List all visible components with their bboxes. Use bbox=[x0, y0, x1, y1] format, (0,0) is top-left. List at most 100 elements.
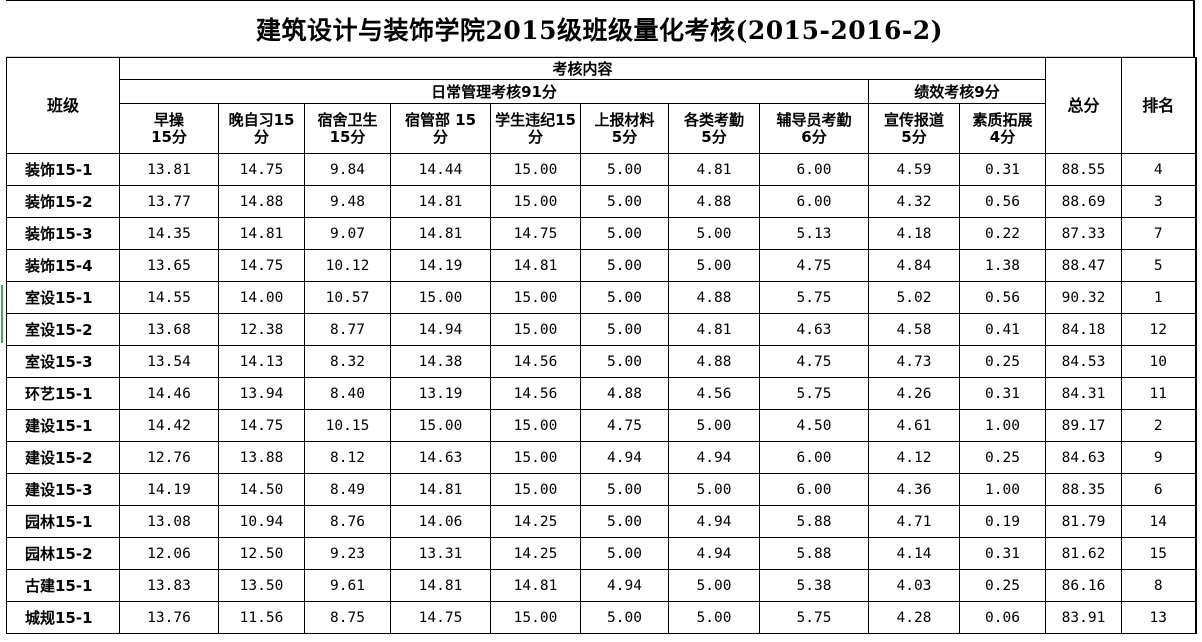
score-cell[interactable]: 4.81 bbox=[668, 153, 760, 186]
score-cell[interactable]: 0.31 bbox=[959, 537, 1046, 570]
score-cell[interactable]: 4.88 bbox=[668, 185, 760, 218]
header-col-5[interactable]: 学生违纪15 分 bbox=[490, 103, 581, 154]
score-cell[interactable]: 9.61 bbox=[304, 569, 391, 602]
score-cell[interactable]: 13.77 bbox=[119, 185, 219, 218]
class-name-cell[interactable]: 园林15-1 bbox=[6, 505, 120, 538]
score-cell[interactable]: 6.00 bbox=[759, 185, 869, 218]
score-cell[interactable]: 8.77 bbox=[304, 313, 391, 346]
class-name-cell[interactable]: 装饰15-2 bbox=[6, 185, 120, 218]
score-cell[interactable]: 13.68 bbox=[119, 313, 219, 346]
header-col-3[interactable]: 宿舍卫生 15分 bbox=[304, 103, 391, 154]
class-name-cell[interactable]: 室设15-2 bbox=[6, 313, 120, 346]
header-col-9[interactable]: 宣传报道 5分 bbox=[868, 103, 960, 154]
score-cell[interactable]: 5.38 bbox=[759, 569, 869, 602]
rank-cell[interactable]: 14 bbox=[1121, 505, 1197, 538]
score-cell[interactable]: 5.00 bbox=[580, 505, 669, 538]
rank-cell[interactable]: 11 bbox=[1121, 377, 1197, 410]
total-cell[interactable]: 84.53 bbox=[1045, 345, 1122, 378]
score-cell[interactable]: 5.88 bbox=[759, 537, 869, 570]
score-cell[interactable]: 4.59 bbox=[868, 153, 960, 186]
score-cell[interactable]: 15.00 bbox=[490, 409, 581, 442]
score-cell[interactable]: 14.81 bbox=[390, 185, 491, 218]
score-cell[interactable]: 13.83 bbox=[119, 569, 219, 602]
score-cell[interactable]: 4.03 bbox=[868, 569, 960, 602]
score-cell[interactable]: 14.56 bbox=[490, 377, 581, 410]
rank-cell[interactable]: 7 bbox=[1121, 217, 1197, 250]
score-cell[interactable]: 14.75 bbox=[218, 409, 305, 442]
score-cell[interactable]: 0.41 bbox=[959, 313, 1046, 346]
total-cell[interactable]: 88.69 bbox=[1045, 185, 1122, 218]
score-cell[interactable]: 5.00 bbox=[580, 281, 669, 314]
score-cell[interactable]: 5.00 bbox=[580, 473, 669, 506]
score-cell[interactable]: 1.38 bbox=[959, 249, 1046, 282]
total-cell[interactable]: 84.31 bbox=[1045, 377, 1122, 410]
total-cell[interactable]: 88.55 bbox=[1045, 153, 1122, 186]
score-cell[interactable]: 13.94 bbox=[218, 377, 305, 410]
score-cell[interactable]: 4.12 bbox=[868, 441, 960, 474]
score-cell[interactable]: 4.94 bbox=[580, 569, 669, 602]
score-cell[interactable]: 9.23 bbox=[304, 537, 391, 570]
score-cell[interactable]: 0.19 bbox=[959, 505, 1046, 538]
score-cell[interactable]: 13.81 bbox=[119, 153, 219, 186]
rank-cell[interactable]: 2 bbox=[1121, 409, 1197, 442]
score-cell[interactable]: 0.31 bbox=[959, 377, 1046, 410]
score-cell[interactable]: 14.88 bbox=[218, 185, 305, 218]
class-name-cell[interactable]: 园林15-2 bbox=[6, 537, 120, 570]
score-cell[interactable]: 14.81 bbox=[218, 217, 305, 250]
score-cell[interactable]: 4.58 bbox=[868, 313, 960, 346]
class-name-cell[interactable]: 建设15-1 bbox=[6, 409, 120, 442]
score-cell[interactable]: 5.00 bbox=[668, 473, 760, 506]
score-cell[interactable]: 15.00 bbox=[390, 281, 491, 314]
score-cell[interactable]: 12.06 bbox=[119, 537, 219, 570]
rank-cell[interactable]: 10 bbox=[1121, 345, 1197, 378]
sheet-title-cell[interactable]: 建筑设计与装饰学院2015级班级量化考核(2015-2016-2) bbox=[6, 0, 1195, 57]
score-cell[interactable]: 5.00 bbox=[580, 537, 669, 570]
rank-cell[interactable]: 8 bbox=[1121, 569, 1197, 602]
score-cell[interactable]: 5.00 bbox=[668, 409, 760, 442]
total-cell[interactable]: 83.91 bbox=[1045, 601, 1122, 634]
score-cell[interactable]: 14.06 bbox=[390, 505, 491, 538]
score-cell[interactable]: 15.00 bbox=[490, 601, 581, 634]
total-cell[interactable]: 90.32 bbox=[1045, 281, 1122, 314]
total-cell[interactable]: 87.33 bbox=[1045, 217, 1122, 250]
header-col-2[interactable]: 晚自习15 分 bbox=[218, 103, 305, 154]
score-cell[interactable]: 4.75 bbox=[759, 249, 869, 282]
score-cell[interactable]: 15.00 bbox=[490, 153, 581, 186]
header-class[interactable]: 班级 bbox=[6, 57, 120, 154]
score-cell[interactable]: 5.88 bbox=[759, 505, 869, 538]
score-cell[interactable]: 14.81 bbox=[490, 569, 581, 602]
score-cell[interactable]: 15.00 bbox=[490, 441, 581, 474]
score-cell[interactable]: 13.50 bbox=[218, 569, 305, 602]
score-cell[interactable]: 10.94 bbox=[218, 505, 305, 538]
header-col-10[interactable]: 素质拓展 4分 bbox=[959, 103, 1046, 154]
score-cell[interactable]: 5.00 bbox=[580, 313, 669, 346]
score-cell[interactable]: 14.81 bbox=[390, 473, 491, 506]
rank-cell[interactable]: 9 bbox=[1121, 441, 1197, 474]
rank-cell[interactable]: 1 bbox=[1121, 281, 1197, 314]
score-cell[interactable]: 5.00 bbox=[668, 249, 760, 282]
header-performance-group[interactable]: 绩效考核9分 bbox=[868, 79, 1046, 104]
score-cell[interactable]: 4.84 bbox=[868, 249, 960, 282]
score-cell[interactable]: 0.25 bbox=[959, 345, 1046, 378]
score-cell[interactable]: 9.07 bbox=[304, 217, 391, 250]
header-rank[interactable]: 排名 bbox=[1121, 57, 1197, 154]
score-cell[interactable]: 5.13 bbox=[759, 217, 869, 250]
score-cell[interactable]: 12.38 bbox=[218, 313, 305, 346]
score-cell[interactable]: 4.88 bbox=[668, 281, 760, 314]
score-cell[interactable]: 13.88 bbox=[218, 441, 305, 474]
score-cell[interactable]: 8.32 bbox=[304, 345, 391, 378]
score-cell[interactable]: 4.18 bbox=[868, 217, 960, 250]
score-cell[interactable]: 5.00 bbox=[668, 569, 760, 602]
rank-cell[interactable]: 12 bbox=[1121, 313, 1197, 346]
total-cell[interactable]: 88.47 bbox=[1045, 249, 1122, 282]
header-col-8[interactable]: 辅导员考勤 6分 bbox=[759, 103, 869, 154]
score-cell[interactable]: 14.81 bbox=[390, 569, 491, 602]
score-cell[interactable]: 5.00 bbox=[668, 217, 760, 250]
score-cell[interactable]: 4.75 bbox=[580, 409, 669, 442]
class-name-cell[interactable]: 室设15-3 bbox=[6, 345, 120, 378]
rank-cell[interactable]: 5 bbox=[1121, 249, 1197, 282]
score-cell[interactable]: 0.25 bbox=[959, 441, 1046, 474]
score-cell[interactable]: 5.00 bbox=[580, 185, 669, 218]
header-col-1[interactable]: 早操 15分 bbox=[119, 103, 219, 154]
score-cell[interactable]: 4.94 bbox=[580, 441, 669, 474]
